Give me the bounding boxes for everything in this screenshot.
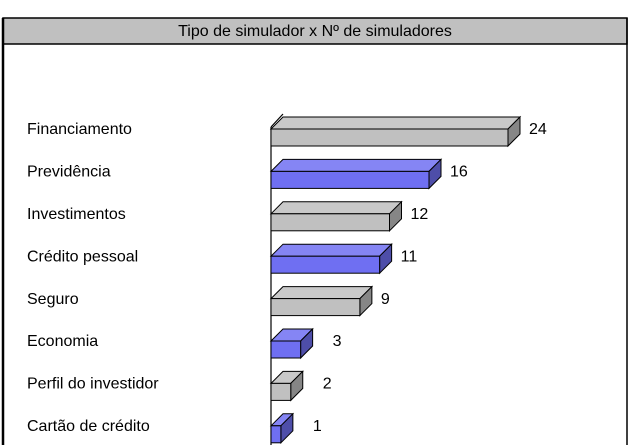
bar-top	[269, 116, 522, 130]
value-label: 12	[411, 206, 429, 223]
chart-title: Tipo de simulador x Nº de simuladores	[178, 23, 452, 40]
axis-depth	[270, 113, 284, 128]
value-label: 3	[333, 333, 342, 350]
bar	[270, 213, 390, 232]
category-label: Seguro	[27, 291, 79, 308]
category-label: Previdência	[27, 164, 111, 181]
value-label: 1	[313, 418, 322, 435]
bar	[270, 170, 430, 189]
category-label: Crédito pessoal	[27, 248, 138, 265]
bar	[270, 255, 381, 274]
value-label: 2	[323, 376, 332, 393]
category-label: Cartão de crédito	[27, 418, 150, 435]
bar	[270, 298, 361, 317]
bar-top	[269, 286, 374, 300]
value-label: 9	[381, 291, 390, 308]
category-label: Investimentos	[27, 206, 126, 223]
value-label: 24	[529, 121, 547, 138]
value-label: 11	[401, 248, 418, 265]
value-label: 16	[450, 164, 468, 181]
bar-top	[269, 158, 443, 172]
title-bar	[2, 17, 628, 45]
bar	[270, 425, 282, 444]
bar	[270, 340, 302, 359]
category-label: Perfil do investidor	[27, 376, 159, 393]
bar	[270, 382, 292, 401]
bar-top	[269, 243, 393, 257]
category-label: Economia	[27, 333, 98, 350]
bar-top	[269, 201, 403, 215]
bar	[270, 128, 509, 147]
category-label: Financiamento	[27, 121, 132, 138]
